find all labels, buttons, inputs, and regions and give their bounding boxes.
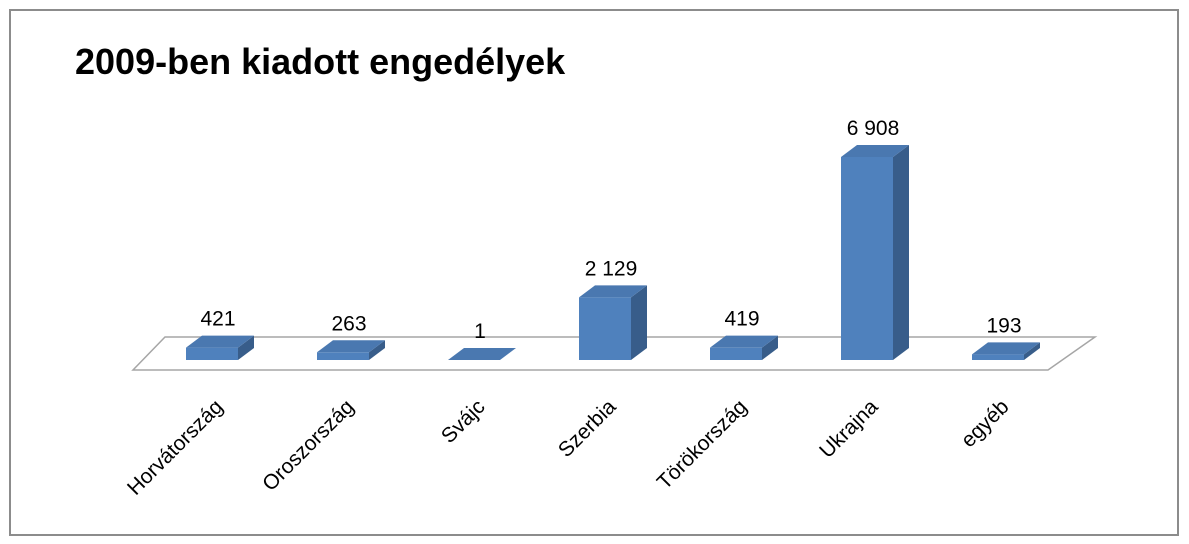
data-label: 2 129: [585, 257, 638, 280]
bar-top: [579, 285, 647, 298]
data-label: 419: [724, 308, 759, 331]
bar: [841, 157, 893, 360]
bar-side: [762, 335, 778, 360]
bar: [186, 347, 238, 360]
bar-top: [317, 340, 385, 353]
bar-top: [841, 145, 909, 157]
bar: [710, 347, 762, 360]
bar-side: [238, 335, 254, 360]
bar-top: [710, 335, 778, 348]
bar-side: [500, 347, 516, 360]
data-label: 1: [474, 320, 486, 343]
bar-side: [369, 340, 385, 360]
bar-side: [893, 145, 909, 360]
bar-side: [1024, 342, 1040, 360]
chart-title: 2009-ben kiadott engedélyek: [75, 41, 566, 82]
data-label: 263: [331, 312, 366, 335]
bar-side: [631, 285, 647, 360]
data-label: 421: [200, 308, 235, 331]
data-label: 193: [986, 314, 1021, 337]
bar-top: [448, 347, 516, 360]
bar: [579, 297, 631, 360]
bar: [972, 354, 1024, 360]
bar-top: [186, 335, 254, 348]
chart-border: [9, 9, 1179, 536]
data-label: 6 908: [847, 117, 900, 140]
bar: [317, 352, 369, 360]
bar-top: [972, 342, 1040, 355]
